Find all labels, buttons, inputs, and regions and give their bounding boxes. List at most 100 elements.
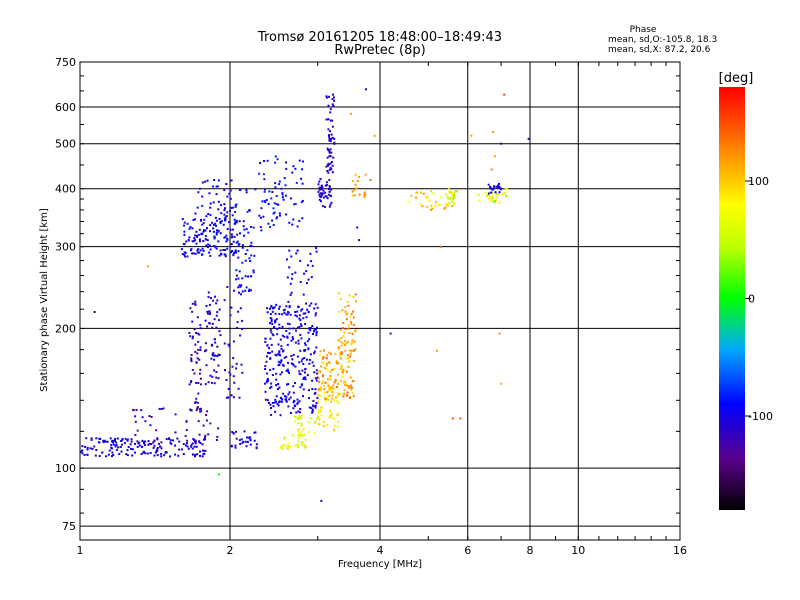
data-point [285, 369, 288, 372]
data-point [327, 193, 330, 196]
data-point [235, 430, 237, 433]
data-point [235, 367, 238, 370]
data-point [296, 225, 299, 228]
data-point [120, 443, 123, 446]
data-point [307, 311, 310, 314]
data-point [199, 240, 201, 243]
data-point [239, 232, 241, 235]
data-point [208, 310, 211, 313]
data-point [250, 289, 252, 292]
data-point [286, 383, 288, 386]
data-point [214, 222, 217, 225]
data-point [264, 390, 267, 393]
data-point [353, 189, 356, 191]
data-point [297, 305, 300, 308]
data-point [241, 290, 244, 293]
data-point [297, 437, 300, 440]
data-point [136, 440, 139, 443]
data-point [282, 349, 285, 352]
data-point [218, 330, 221, 333]
data-point [304, 344, 307, 347]
data-point [311, 410, 314, 413]
data-point [285, 355, 288, 358]
data-point [262, 173, 265, 176]
data-point [265, 381, 268, 384]
data-point [172, 439, 175, 442]
data-point [348, 324, 351, 327]
data-point [283, 177, 286, 179]
data-point [327, 128, 330, 131]
data-point [331, 119, 334, 122]
data-point [282, 364, 285, 367]
data-point [247, 275, 250, 278]
data-point [170, 442, 173, 445]
data-point [243, 228, 246, 231]
data-point [284, 194, 287, 197]
data-point [249, 244, 252, 247]
data-point [243, 430, 246, 433]
data-point [191, 320, 194, 323]
data-point [191, 335, 194, 338]
data-point [154, 451, 157, 454]
data-point [191, 302, 194, 305]
data-point [95, 449, 98, 451]
data-point [189, 408, 192, 411]
data-point [232, 432, 235, 435]
data-point [300, 325, 303, 327]
data-point [304, 447, 307, 449]
data-point [308, 338, 311, 341]
data-point [283, 335, 286, 338]
colorbar-tick-label: -100 [748, 410, 773, 423]
data-point [328, 139, 331, 142]
data-point [211, 322, 214, 325]
data-point [152, 446, 155, 449]
data-point [240, 293, 242, 296]
data-point [365, 88, 367, 91]
data-point [294, 202, 297, 205]
data-point [285, 305, 288, 308]
data-point [310, 302, 313, 305]
scatter-points [80, 88, 530, 502]
data-point [279, 414, 282, 417]
data-point [312, 333, 314, 335]
data-point [188, 227, 191, 230]
data-point [134, 434, 137, 436]
data-point [228, 345, 231, 348]
data-point [222, 223, 225, 226]
data-point [333, 141, 336, 144]
data-point [186, 222, 189, 225]
data-point [219, 249, 222, 252]
data-point [218, 308, 221, 311]
data-point [136, 429, 139, 432]
data-point [191, 442, 194, 445]
data-point [314, 406, 317, 409]
data-point [315, 250, 318, 253]
data-point [248, 209, 251, 212]
data-point [306, 374, 309, 377]
data-point [288, 445, 291, 448]
data-point [320, 195, 322, 198]
data-point [185, 429, 188, 431]
data-point [305, 302, 307, 305]
data-point [273, 326, 275, 329]
data-point [278, 307, 280, 310]
data-point [328, 375, 331, 378]
data-point [190, 381, 193, 384]
data-point [252, 269, 255, 272]
data-point [276, 216, 279, 219]
data-point [296, 310, 299, 313]
data-point [204, 350, 207, 353]
data-point [236, 321, 239, 324]
data-point [300, 424, 303, 427]
data-point [313, 392, 316, 395]
data-point [334, 379, 337, 382]
data-point [280, 401, 283, 403]
data-point [283, 311, 286, 314]
data-point [454, 196, 456, 199]
data-point [80, 450, 83, 453]
data-point [289, 293, 292, 296]
data-point [297, 422, 300, 425]
data-point [324, 184, 327, 187]
data-point [210, 381, 213, 384]
data-point [262, 215, 265, 218]
